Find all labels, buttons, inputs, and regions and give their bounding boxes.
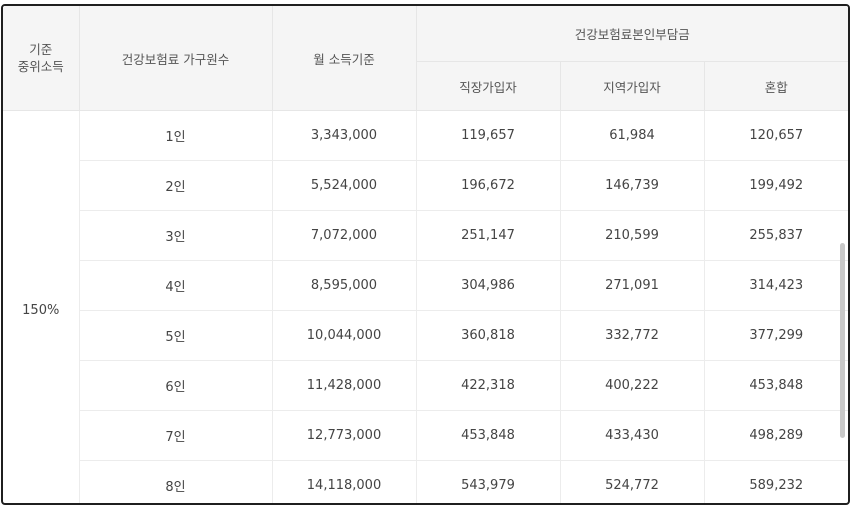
household-cell: 5인 [79, 310, 273, 361]
header-household: 건강보험료 가구원수 [79, 6, 273, 111]
mixed-cell: 498,289 [704, 410, 848, 461]
header-workplace: 직장가입자 [416, 61, 561, 111]
mixed-cell: 199,492 [704, 160, 848, 211]
table-row: 150% 1인 3,343,000 119,657 61,984 120,657 [3, 110, 848, 503]
regional-cell: 524,772 [560, 460, 705, 503]
regional-cell: 332,772 [560, 310, 705, 361]
header-income: 월 소득기준 [272, 6, 417, 111]
header-criterion: 기준 중위소득 [3, 6, 80, 111]
household-cell: 2인 [79, 160, 273, 211]
workplace-cell: 119,657 [416, 110, 561, 161]
table-row: 6인 11,428,000 422,318 400,222 453,848 [3, 360, 848, 411]
household-cell: 6인 [79, 360, 273, 411]
household-cell: 8인 [79, 460, 273, 503]
header-criterion-line2: 중위소득 [17, 59, 64, 74]
regional-cell: 271,091 [560, 260, 705, 311]
table-row: 3인 7,072,000 251,147 210,599 255,837 [3, 210, 848, 261]
regional-cell: 400,222 [560, 360, 705, 411]
income-cell: 10,044,000 [272, 310, 417, 361]
header-mixed: 혼합 [704, 61, 848, 111]
mixed-cell: 589,232 [704, 460, 848, 503]
mixed-cell: 120,657 [704, 110, 848, 161]
workplace-cell: 196,672 [416, 160, 561, 211]
mixed-cell: 255,837 [704, 210, 848, 261]
workplace-cell: 360,818 [416, 310, 561, 361]
income-cell: 14,118,000 [272, 460, 417, 503]
table-row: 4인 8,595,000 304,986 271,091 314,423 [3, 260, 848, 311]
workplace-cell: 543,979 [416, 460, 561, 503]
header-copay-group: 건강보험료본인부담금 [416, 6, 848, 62]
mixed-cell: 453,848 [704, 360, 848, 411]
household-cell: 3인 [79, 210, 273, 261]
workplace-cell: 453,848 [416, 410, 561, 461]
table-row: 2인 5,524,000 196,672 146,739 199,492 [3, 160, 848, 211]
household-cell: 7인 [79, 410, 273, 461]
vertical-scrollbar[interactable] [840, 243, 845, 438]
income-cell: 11,428,000 [272, 360, 417, 411]
income-cell: 8,595,000 [272, 260, 417, 311]
workplace-cell: 304,986 [416, 260, 561, 311]
table-container: 기준 중위소득 건강보험료 가구원수 월 소득기준 건강보험료본인부담금 직장가… [1, 4, 850, 505]
table-row: 8인 14,118,000 543,979 524,772 589,232 [3, 460, 848, 503]
income-cell: 3,343,000 [272, 110, 417, 161]
regional-cell: 146,739 [560, 160, 705, 211]
income-cell: 12,773,000 [272, 410, 417, 461]
household-cell: 1인 [79, 110, 273, 161]
mixed-cell: 314,423 [704, 260, 848, 311]
household-cell: 4인 [79, 260, 273, 311]
table-header: 기준 중위소득 건강보험료 가구원수 월 소득기준 건강보험료본인부담금 직장가… [3, 6, 848, 111]
insurance-table: 기준 중위소득 건강보험료 가구원수 월 소득기준 건강보험료본인부담금 직장가… [3, 6, 848, 503]
criterion-cell: 150% [3, 110, 80, 503]
table-body: 150% 1인 3,343,000 119,657 61,984 120,657 2인 5,5… [3, 110, 848, 503]
mixed-cell: 377,299 [704, 310, 848, 361]
income-cell: 7,072,000 [272, 210, 417, 261]
table-row: 5인 10,044,000 360,818 332,772 377,299 [3, 310, 848, 361]
table-row: 7인 12,773,000 453,848 433,430 498,289 [3, 410, 848, 461]
workplace-cell: 251,147 [416, 210, 561, 261]
regional-cell: 210,599 [560, 210, 705, 261]
income-cell: 5,524,000 [272, 160, 417, 211]
header-criterion-line1: 기준 [29, 42, 53, 57]
header-regional: 지역가입자 [560, 61, 705, 111]
workplace-cell: 422,318 [416, 360, 561, 411]
regional-cell: 433,430 [560, 410, 705, 461]
regional-cell: 61,984 [560, 110, 705, 161]
